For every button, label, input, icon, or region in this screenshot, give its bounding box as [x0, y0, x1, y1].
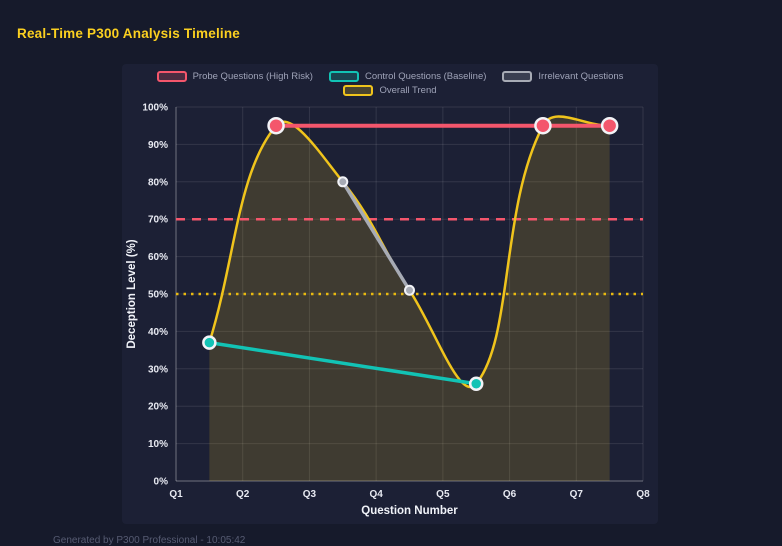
- legend-swatch: [343, 85, 374, 96]
- data-point[interactable]: [202, 335, 217, 350]
- y-tick-label: 50%: [148, 290, 168, 301]
- y-axis-title: Deception Level (%): [126, 239, 138, 348]
- x-tick-label: Q3: [303, 489, 317, 500]
- y-tick-label: 10%: [148, 439, 168, 450]
- series-control-questions-baseline: [207, 340, 478, 386]
- y-tick-label: 90%: [148, 140, 168, 151]
- legend-label: Irrelevant Questions: [538, 71, 624, 82]
- data-point[interactable]: [468, 376, 484, 392]
- trend-area-fill: [209, 116, 610, 481]
- legend-row: Probe Questions (High Risk) Control Quest…: [156, 71, 623, 82]
- data-point[interactable]: [404, 284, 415, 296]
- axis-ticks: 0% 10% 20% 30% 40% 50% 60% 70% 80% 90% 100% Q1 Q2 Q3 Q…: [142, 103, 650, 501]
- legend-label: Probe Questions (High Risk): [192, 71, 313, 82]
- points-irrelevant-questions: [337, 176, 415, 296]
- legend-swatch: [328, 71, 359, 82]
- y-tick-label: 20%: [148, 402, 168, 413]
- series-line: [207, 340, 478, 386]
- x-tick-label: Q6: [503, 489, 517, 500]
- x-axis-title: Question Number: [361, 505, 458, 517]
- y-tick-label: 30%: [148, 364, 168, 375]
- legend-swatch: [502, 71, 533, 82]
- legend-label: Control Questions (Baseline): [364, 71, 487, 82]
- x-tick-label: Q8: [636, 489, 650, 500]
- legend-item-probe-questions-high-risk[interactable]: Probe Questions (High Risk): [156, 71, 313, 82]
- y-tick-label: 40%: [148, 327, 168, 338]
- chart-panel: Probe Questions (High Risk) Control Quest…: [122, 64, 658, 524]
- legend-swatch: [156, 71, 187, 82]
- data-point[interactable]: [337, 176, 349, 188]
- points-control-questions-baseline: [202, 335, 484, 392]
- timeline-chart: 0% 10% 20% 30% 40% 50% 60% 70% 80% 90% 100% Q1 Q2 Q3 Q…: [126, 103, 650, 518]
- data-point[interactable]: [534, 116, 552, 135]
- x-tick-label: Q2: [236, 489, 250, 500]
- legend-label: Overall Trend: [379, 85, 437, 96]
- y-tick-label: 80%: [148, 177, 168, 188]
- points-probe-questions-high-risk: [267, 116, 619, 135]
- series-irrelevant-questions: [341, 180, 412, 293]
- data-point[interactable]: [267, 116, 285, 135]
- series-line: [341, 180, 412, 293]
- legend-item-control-questions-baseline[interactable]: Control Questions (Baseline): [328, 71, 487, 82]
- y-tick-label: 0%: [154, 477, 169, 488]
- y-tick-label: 60%: [148, 252, 168, 263]
- page-title: Real-Time P300 Analysis Timeline: [17, 26, 241, 41]
- footer-note: Generated by P300 Professional - 10:05:4…: [53, 535, 246, 546]
- chart-legend: Probe Questions (High Risk) Control Quest…: [122, 71, 658, 96]
- x-tick-label: Q4: [369, 489, 383, 500]
- legend-item-irrelevant-questions[interactable]: Irrelevant Questions: [502, 71, 623, 82]
- x-tick-label: Q1: [169, 489, 183, 500]
- legend-row: Overall Trend: [343, 85, 437, 96]
- y-tick-label: 100%: [142, 103, 168, 114]
- x-tick-label: Q5: [436, 489, 450, 500]
- x-tick-label: Q7: [570, 489, 584, 500]
- data-point[interactable]: [600, 116, 619, 135]
- legend-item-overall-trend[interactable]: Overall Trend: [343, 85, 437, 96]
- y-tick-label: 70%: [148, 215, 168, 226]
